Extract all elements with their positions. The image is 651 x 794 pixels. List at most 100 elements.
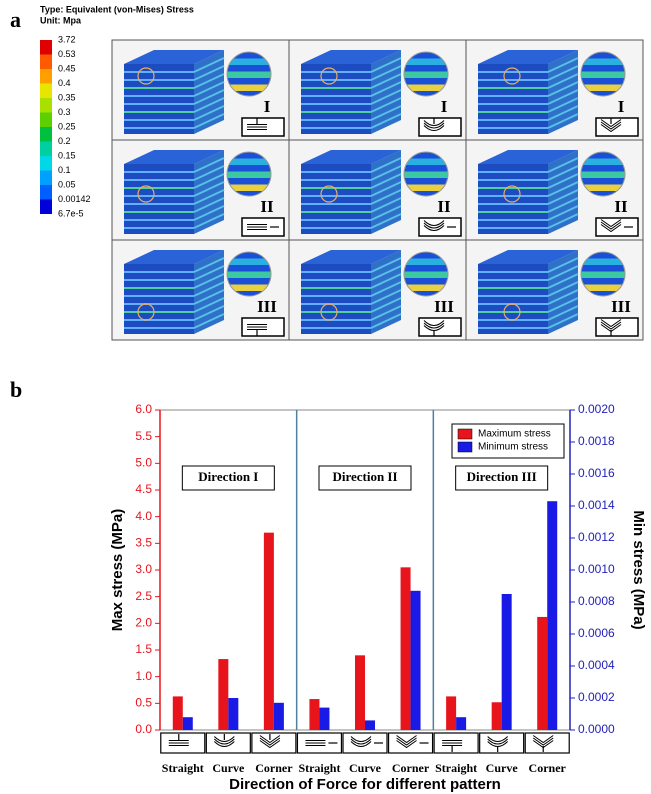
- y2-tick-label: 0.0008: [578, 594, 615, 608]
- scale-swatch: [40, 127, 52, 142]
- inset-stripe: [227, 71, 271, 78]
- zoom-inset: [581, 152, 625, 196]
- cube-stripe: [193, 57, 225, 73]
- cube-stripe: [193, 157, 225, 173]
- cube-stripe: [370, 113, 402, 129]
- row-numeral: III: [257, 297, 277, 316]
- scale-swatch: [40, 112, 52, 127]
- cube-top: [478, 250, 578, 264]
- cube-stripe: [370, 165, 402, 181]
- cube-stripe: [370, 289, 402, 305]
- x-tick-label: Straight: [162, 761, 204, 775]
- bar: [309, 699, 320, 730]
- cube-stripe: [547, 213, 579, 229]
- scale-label: 0.45: [58, 63, 76, 73]
- cube-stripe: [193, 213, 225, 229]
- row-numeral: I: [441, 97, 448, 116]
- cube-side: [371, 150, 401, 234]
- group-label: Direction III: [467, 469, 537, 484]
- cube-side: [548, 150, 578, 234]
- cube-stripe: [370, 313, 402, 329]
- y2-tick-label: 0.0012: [578, 530, 615, 544]
- inset-stripe: [227, 84, 271, 91]
- cube-side: [194, 150, 224, 234]
- inset-stripe: [227, 178, 271, 185]
- cube-stripe: [547, 197, 579, 213]
- inset-stripe: [404, 165, 448, 172]
- panel-label: b: [10, 377, 22, 402]
- cube-front: [301, 64, 371, 134]
- scale-label: 0.4: [58, 78, 71, 88]
- inset-stripe: [404, 184, 448, 191]
- y2-tick-label: 0.0020: [578, 402, 615, 416]
- cube-side: [194, 50, 224, 134]
- y2-tick-label: 0.0016: [578, 466, 615, 480]
- scale-swatch: [40, 40, 52, 55]
- pattern-line: [350, 738, 372, 745]
- inset-stripe: [404, 284, 448, 291]
- cube-stripe: [547, 313, 579, 329]
- cube-stripe: [547, 89, 579, 105]
- cube-stripe: [370, 281, 402, 297]
- pattern-line: [423, 120, 445, 126]
- inset-stripe: [404, 84, 448, 91]
- y-tick-label: 5.0: [135, 456, 152, 470]
- cube-stripe: [547, 297, 579, 313]
- pattern-line: [423, 222, 445, 229]
- cube-stripe: [193, 273, 225, 289]
- inset-stripe: [227, 58, 271, 65]
- inset-stripe: [581, 152, 625, 159]
- cube-stripe: [370, 173, 402, 189]
- focus-marker: [320, 67, 338, 85]
- row-numeral: II: [437, 197, 451, 216]
- cube-stripe: [547, 181, 579, 197]
- inset-stripe: [227, 152, 271, 159]
- cube-stripe: [547, 257, 579, 273]
- scale-label: 0.15: [58, 150, 76, 160]
- pattern-line: [396, 737, 417, 746]
- bar: [319, 707, 330, 730]
- cube-stripe: [193, 313, 225, 329]
- x-tick-label: Curve: [212, 761, 245, 775]
- scale-swatch: [40, 98, 52, 113]
- y-tick-label: 2.5: [135, 589, 152, 603]
- inset-stripe: [227, 258, 271, 265]
- inset-stripe: [227, 158, 271, 165]
- pattern-box: [418, 317, 462, 337]
- row-numeral: I: [618, 97, 625, 116]
- inset-stripe: [581, 84, 625, 91]
- cube-stripe: [370, 305, 402, 321]
- cube-top: [301, 150, 401, 164]
- pattern-line: [423, 320, 445, 326]
- cube-stripe: [193, 205, 225, 221]
- zoom-border: [226, 251, 272, 297]
- zoom-border: [226, 151, 272, 197]
- pattern-line: [600, 224, 622, 233]
- y2-tick-label: 0.0014: [578, 498, 615, 512]
- pattern-line: [423, 220, 445, 226]
- legend-label: Maximum stress: [478, 429, 551, 440]
- scale-label: 6.7e-5: [58, 208, 84, 218]
- inset-stripe: [227, 78, 271, 85]
- inset-stripe: [404, 158, 448, 165]
- cube-stripe: [193, 73, 225, 89]
- pattern-line: [487, 738, 509, 745]
- zoom-inset: [404, 152, 448, 196]
- cube-stripe: [370, 157, 402, 173]
- zoom-inset: [581, 252, 625, 296]
- inset-stripe: [404, 258, 448, 265]
- cube-stripe: [547, 65, 579, 81]
- cube-stripe: [193, 113, 225, 129]
- pattern-line: [213, 741, 235, 747]
- zoom-border: [580, 251, 626, 297]
- pattern-line: [600, 321, 622, 330]
- cube-stripe: [547, 157, 579, 173]
- pattern-line: [259, 737, 281, 746]
- row-numeral: II: [614, 197, 628, 216]
- y2-tick-label: 0.0002: [578, 690, 615, 704]
- y2-tick-label: 0.0018: [578, 434, 615, 448]
- scale-swatch: [40, 69, 52, 84]
- row-numeral: II: [260, 197, 274, 216]
- focus-marker: [503, 67, 521, 85]
- inset-stripe: [581, 184, 625, 191]
